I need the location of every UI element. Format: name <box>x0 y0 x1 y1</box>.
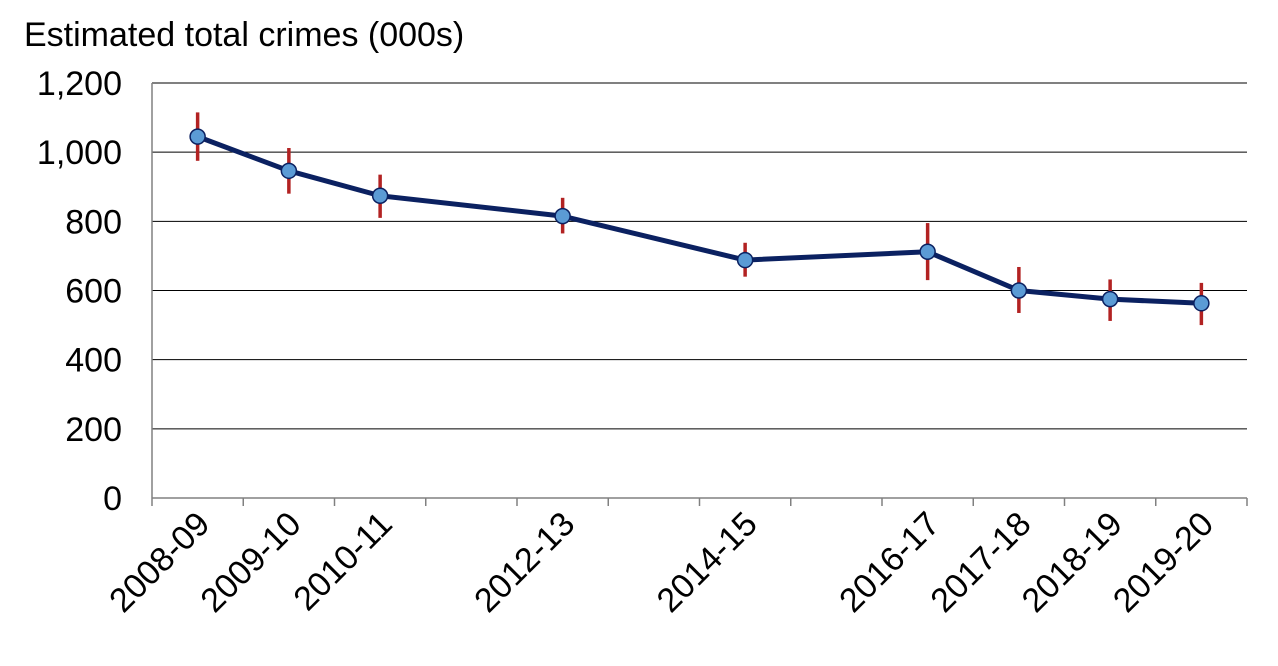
gridlines <box>152 82 1247 430</box>
data-point <box>554 207 571 225</box>
y-tick-label: 800 <box>65 203 122 241</box>
x-tick-label: 2009-10 <box>193 505 308 620</box>
y-tick-label: 200 <box>65 411 122 449</box>
y-tick-label: 600 <box>65 273 122 311</box>
x-tick-label: 2016-17 <box>832 505 947 620</box>
y-tick-label: 400 <box>65 342 122 380</box>
y-tick-label: 1,200 <box>37 65 122 103</box>
data-point <box>919 243 936 261</box>
y-tick-label: 0 <box>103 480 122 518</box>
x-tick-label: 2014-15 <box>650 505 765 620</box>
series-line-group <box>196 134 1202 306</box>
data-point <box>736 251 754 269</box>
data-point <box>1101 290 1119 308</box>
x-tick-label: 2010-11 <box>286 505 399 618</box>
data-point <box>280 162 298 180</box>
x-tick-label: 2019-20 <box>1106 505 1221 620</box>
y-axis-ticks: 0 200 400 600 800 1,000 1,200 <box>37 65 122 518</box>
data-point <box>1193 295 1210 312</box>
x-tick-label: 2017-18 <box>923 505 1038 620</box>
x-tick-label: 2008-09 <box>102 505 217 620</box>
x-tick-label: 2018-19 <box>1015 505 1130 620</box>
data-points <box>189 128 1210 312</box>
data-point <box>371 187 389 204</box>
data-point <box>189 128 206 145</box>
data-point <box>1010 282 1028 299</box>
y-tick-label: 1,000 <box>37 134 122 172</box>
y-axis-title: Estimated total crimes (000s) <box>24 16 464 54</box>
series-line <box>196 134 1202 306</box>
axes <box>151 83 1248 506</box>
x-tick-label: 2012-13 <box>467 505 582 620</box>
